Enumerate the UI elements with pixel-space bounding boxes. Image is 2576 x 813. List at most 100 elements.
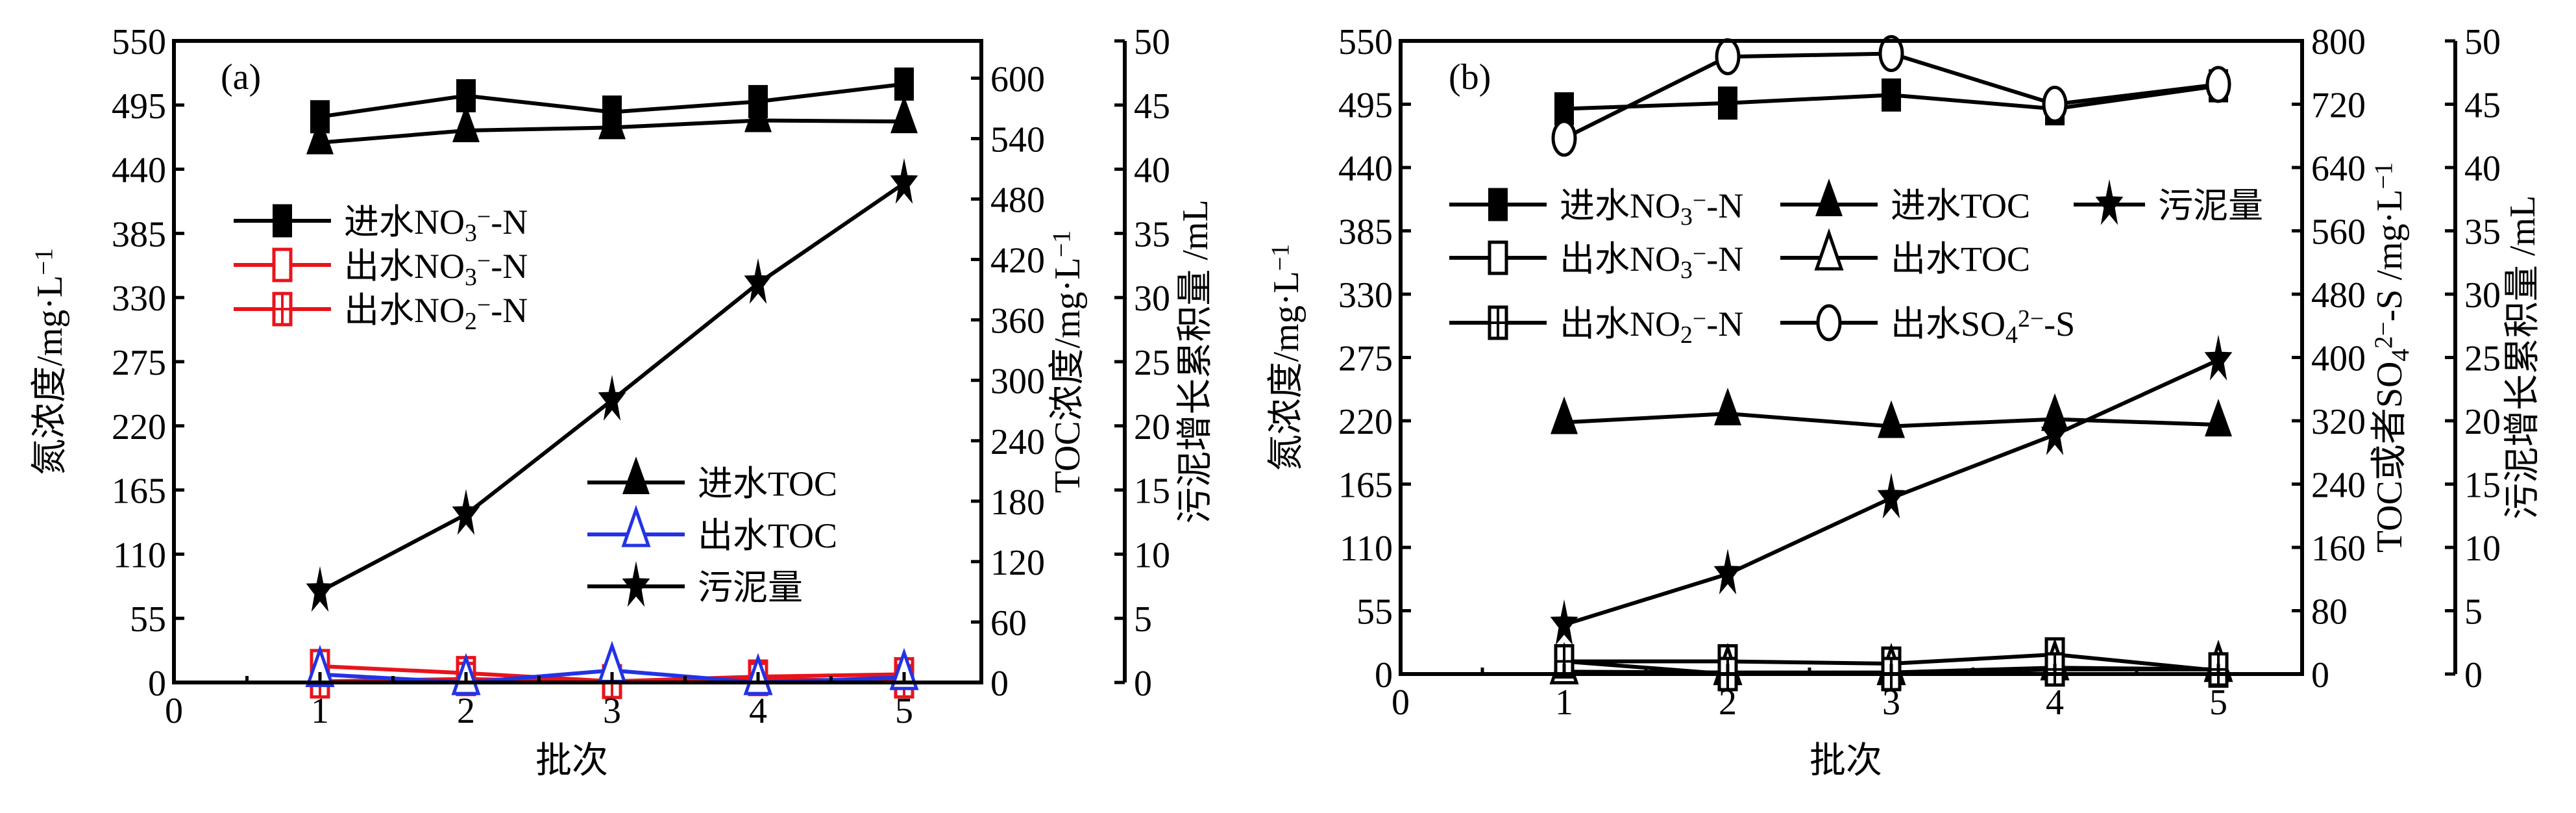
- open-circle-marker: [2042, 86, 2068, 123]
- right2-tick-label: 45: [1134, 86, 1170, 127]
- legend-label: 出水NO2−-N: [344, 291, 528, 335]
- triangle-marker: [890, 95, 918, 134]
- right2-tick-label: 35: [2464, 212, 2501, 253]
- x-tick-label: 3: [1882, 682, 1900, 723]
- data-point: [305, 644, 335, 688]
- left-tick-label: 495: [1338, 86, 1393, 126]
- left-tick-label: 275: [112, 343, 166, 383]
- legend-label: 出水SO42−-S: [1891, 305, 2075, 349]
- legend-label: 进水TOC: [1891, 186, 2030, 225]
- open-circle-marker: [1878, 35, 1904, 72]
- legend-label: 出水NO2−-N: [1560, 305, 1743, 349]
- triangle-marker: [2205, 399, 2232, 437]
- star-marker: [622, 561, 650, 607]
- open-circle-marker: [1715, 38, 1741, 75]
- square-marker: [1882, 78, 1901, 112]
- legend-marker: [273, 204, 292, 238]
- right2-tick-label: 40: [2464, 149, 2501, 189]
- left-tick-label: 110: [1340, 529, 1393, 569]
- x-tick-label: 1: [1555, 682, 1573, 723]
- right1-tick-label: 80: [2311, 592, 2348, 632]
- data-point: [1713, 548, 1742, 595]
- legend-entry: 污泥量: [587, 561, 803, 607]
- legend-entry: 出水TOC: [587, 505, 837, 555]
- triangle-marker: [1714, 388, 1741, 426]
- legend-label: 出水TOC: [1891, 240, 2030, 279]
- data-point: [1878, 35, 1904, 72]
- right2-tick-label: 50: [2464, 22, 2501, 62]
- right1-tick-label: 160: [2311, 529, 2366, 569]
- right2-tick-label: 40: [1134, 151, 1170, 191]
- star-marker: [1877, 472, 1906, 519]
- legend-entry: 进水NO3−-N: [1449, 186, 1743, 231]
- star-marker: [1550, 599, 1578, 645]
- right1-tick-label: 540: [990, 119, 1045, 160]
- panel-label: (b): [1449, 57, 1491, 97]
- legend-marker: [622, 561, 650, 607]
- x-tick-label: 1: [311, 691, 329, 731]
- left-tick-label: 550: [112, 22, 166, 62]
- square-marker: [273, 204, 292, 238]
- right2-axis-label: 污泥增长累积量 /mL: [2503, 195, 2543, 519]
- left-tick-label: 385: [1338, 212, 1393, 253]
- right1-axis-label: TOC浓度/mg·L−1: [1048, 231, 1088, 494]
- left-tick-label: 550: [1338, 22, 1393, 62]
- legend-label: 出水TOC: [698, 516, 837, 555]
- legend-entry: 进水NO3−-N: [234, 203, 528, 247]
- right1-tick-label: 360: [990, 301, 1045, 342]
- open-circle-marker: [1816, 304, 1842, 342]
- data-point: [1550, 599, 1578, 645]
- right1-tick-label: 0: [990, 664, 1009, 704]
- right2-tick-label: 50: [1134, 22, 1170, 62]
- triangle-marker: [622, 457, 650, 494]
- x-tick-label: 0: [165, 691, 183, 731]
- series-3: [306, 94, 918, 155]
- data-point: [1551, 396, 1578, 434]
- left-tick-label: 110: [113, 535, 166, 575]
- left-tick-label: 0: [1375, 655, 1393, 695]
- data-point: [1718, 86, 1737, 120]
- data-point: [2204, 334, 2233, 381]
- right1-tick-label: 400: [2311, 339, 2366, 379]
- x-tick-label: 2: [1719, 682, 1737, 723]
- x-tick-label: 5: [2209, 682, 2227, 723]
- data-point: [890, 158, 918, 204]
- star-marker: [2204, 334, 2233, 381]
- right2-tick-label: 10: [2464, 529, 2501, 569]
- data-point: [306, 566, 334, 612]
- star-marker: [890, 158, 918, 204]
- left-tick-label: 220: [112, 407, 166, 447]
- legend-marker: [1816, 304, 1842, 342]
- plot-frame: [1399, 39, 2304, 676]
- left-tick-label: 165: [112, 471, 166, 512]
- legend-marker: [622, 457, 650, 494]
- right2-tick-label: 5: [2464, 592, 2483, 632]
- square-marker: [1488, 188, 1508, 221]
- right2-tick-label: 30: [1134, 279, 1170, 319]
- right1-tick-label: 0: [2311, 655, 2329, 695]
- triangle-marker: [1878, 400, 1905, 438]
- left-tick-label: 440: [1338, 149, 1393, 189]
- left-tick-label: 55: [130, 599, 166, 640]
- left-tick-label: 275: [1338, 339, 1393, 379]
- star-marker: [2041, 409, 2069, 456]
- star-marker: [744, 258, 772, 305]
- right1-tick-label: 320: [2311, 402, 2366, 442]
- legend-label: 进水TOC: [698, 464, 837, 503]
- star-marker: [598, 375, 626, 421]
- left-tick-label: 495: [112, 86, 166, 127]
- triangle-marker: [452, 105, 480, 143]
- data-point: [889, 647, 919, 690]
- x-tick-label: 0: [1392, 682, 1410, 723]
- data-point: [1715, 38, 1741, 75]
- legend-entry: 进水TOC: [1780, 179, 2030, 225]
- data-point: [894, 67, 914, 101]
- data-point: [2041, 409, 2069, 456]
- legend-marker: [1815, 179, 1843, 216]
- square-marker: [894, 67, 914, 101]
- legend-entry: 出水SO42−-S: [1780, 304, 2075, 349]
- legend-entry: 出水NO2−-N: [234, 291, 528, 335]
